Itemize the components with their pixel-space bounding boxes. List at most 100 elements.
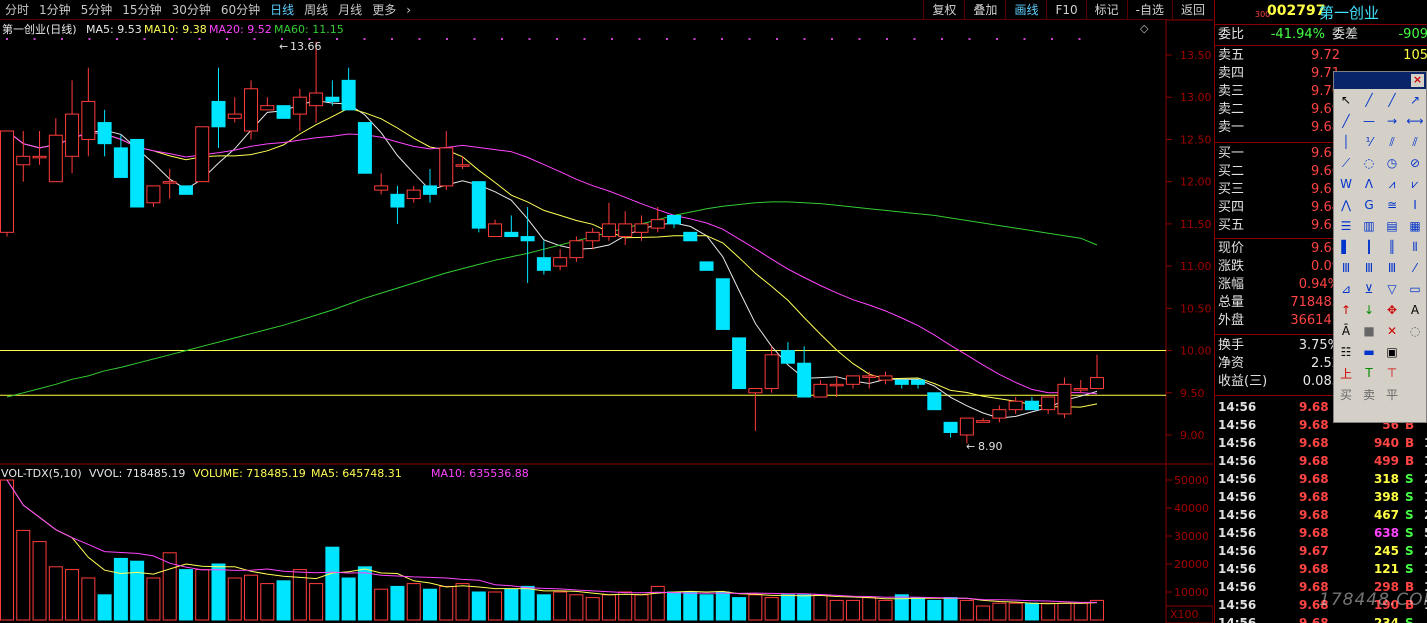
candle[interactable] bbox=[894, 379, 909, 385]
candle[interactable] bbox=[309, 92, 324, 107]
candle[interactable] bbox=[780, 350, 795, 364]
candle[interactable] bbox=[488, 223, 503, 238]
candle[interactable] bbox=[911, 379, 926, 385]
candle[interactable] bbox=[601, 223, 616, 238]
volume-bar[interactable] bbox=[48, 566, 63, 621]
save-icon[interactable]: ▬ bbox=[1363, 345, 1375, 359]
volume-bar[interactable] bbox=[97, 594, 112, 621]
candle[interactable] bbox=[1008, 400, 1023, 411]
candle[interactable] bbox=[748, 388, 763, 394]
volume-bar[interactable] bbox=[667, 591, 682, 621]
candle[interactable] bbox=[455, 164, 470, 167]
trade-tool-2[interactable]: 平 bbox=[1385, 387, 1398, 402]
bars3-icon[interactable]: ▦ bbox=[1409, 219, 1421, 233]
volume-bar[interactable] bbox=[699, 594, 714, 621]
volume-bar[interactable] bbox=[260, 583, 275, 621]
candle[interactable] bbox=[976, 420, 991, 423]
candle[interactable] bbox=[178, 185, 193, 195]
list-icon[interactable]: ☷ bbox=[1340, 345, 1352, 359]
volume-bar[interactable] bbox=[764, 597, 779, 621]
candle[interactable] bbox=[81, 100, 96, 140]
candle[interactable] bbox=[130, 138, 145, 208]
delete-icon[interactable]: ✕ bbox=[1386, 324, 1398, 338]
gann-icon[interactable]: ⟋ bbox=[1341, 155, 1351, 170]
volume-bar[interactable] bbox=[797, 594, 812, 621]
candle[interactable] bbox=[862, 375, 877, 378]
volume-bar[interactable] bbox=[309, 583, 324, 621]
volume-bar[interactable] bbox=[1057, 602, 1072, 621]
volume-bar[interactable] bbox=[439, 585, 454, 621]
candle[interactable] bbox=[146, 185, 161, 204]
lines3-icon[interactable]: Ⅲ bbox=[1387, 261, 1397, 275]
volume-bar[interactable] bbox=[845, 599, 860, 621]
candle[interactable] bbox=[829, 383, 844, 387]
fan-icon[interactable]: ⊿ bbox=[1340, 282, 1352, 296]
volume-bar[interactable] bbox=[553, 591, 568, 621]
candle[interactable] bbox=[162, 181, 177, 184]
volume-bar[interactable] bbox=[32, 541, 47, 621]
sheet-icon[interactable]: ▣ bbox=[1386, 345, 1398, 359]
volume-bar[interactable] bbox=[178, 569, 193, 621]
volume-bar[interactable] bbox=[1090, 599, 1104, 621]
volume-bar[interactable] bbox=[488, 591, 503, 621]
candle[interactable] bbox=[374, 185, 389, 191]
candle[interactable] bbox=[520, 236, 535, 242]
candle[interactable] bbox=[244, 88, 259, 132]
candle[interactable] bbox=[211, 100, 226, 128]
time-icon[interactable]: ┃ bbox=[1365, 240, 1373, 254]
hray-icon[interactable]: → bbox=[1386, 114, 1398, 128]
volume-bar[interactable] bbox=[601, 594, 616, 621]
gold3-icon[interactable]: Ⅰ bbox=[1413, 198, 1417, 212]
channel-icon[interactable]: ⫽ bbox=[1389, 134, 1395, 149]
period-tab-3[interactable]: 15分钟 bbox=[122, 2, 162, 17]
diamond-icon[interactable]: ◇ bbox=[1140, 22, 1149, 35]
tri2-icon[interactable]: ▽ bbox=[1387, 282, 1397, 296]
volume-bar[interactable] bbox=[455, 583, 470, 621]
tool-button-0[interactable]: 复权 bbox=[923, 0, 964, 20]
period-tab-5[interactable]: 60分钟 bbox=[220, 2, 261, 17]
volume-bar[interactable] bbox=[732, 597, 747, 621]
volume-bar[interactable] bbox=[390, 585, 405, 621]
volume-bar[interactable] bbox=[211, 563, 226, 621]
bars2-icon[interactable]: ▤ bbox=[1386, 219, 1398, 233]
trade-tool-0[interactable]: 买 bbox=[1339, 387, 1352, 402]
volume-bar[interactable] bbox=[943, 597, 958, 621]
vline-icon[interactable]: │ bbox=[1342, 135, 1350, 149]
volume-bar[interactable] bbox=[683, 591, 698, 621]
circle-icon[interactable]: ⊘ bbox=[1409, 156, 1421, 170]
cycle-icon[interactable]: ◷ bbox=[1386, 156, 1398, 170]
close-icon[interactable]: × bbox=[1411, 73, 1424, 87]
volume-bar[interactable] bbox=[357, 566, 372, 621]
hline-icon[interactable]: — bbox=[1363, 114, 1375, 128]
hide-icon[interactable]: ◌ bbox=[1409, 324, 1421, 338]
trend-channel-icon[interactable]: ⫽ bbox=[1412, 134, 1418, 149]
candle[interactable] bbox=[439, 147, 454, 187]
volume-bar[interactable] bbox=[959, 599, 974, 621]
candle[interactable] bbox=[553, 257, 568, 267]
candle[interactable] bbox=[276, 105, 291, 119]
candle[interactable] bbox=[959, 417, 974, 436]
candle[interactable] bbox=[732, 337, 747, 390]
candle[interactable] bbox=[16, 155, 31, 166]
candle[interactable] bbox=[341, 79, 356, 111]
buy-up-icon[interactable]: 上 bbox=[1339, 366, 1352, 381]
volume-bar[interactable] bbox=[1041, 602, 1056, 621]
candle[interactable] bbox=[1073, 388, 1088, 391]
text-icon[interactable]: A bbox=[1410, 303, 1420, 317]
tool-button-3[interactable]: F10 bbox=[1046, 0, 1085, 20]
candle[interactable] bbox=[48, 134, 63, 183]
volume-bar[interactable] bbox=[569, 594, 584, 621]
volume-bar[interactable] bbox=[422, 588, 437, 621]
arrow-line-icon[interactable]: ↗ bbox=[1409, 93, 1421, 107]
wave3-icon[interactable]: ⩘ bbox=[1388, 176, 1396, 191]
period-icon[interactable]: ║ bbox=[1388, 240, 1396, 254]
candle[interactable] bbox=[1024, 400, 1039, 411]
volume-bar[interactable] bbox=[618, 591, 633, 621]
volume-bar[interactable] bbox=[748, 594, 763, 621]
volume-bar[interactable] bbox=[650, 585, 665, 621]
candle[interactable] bbox=[715, 278, 730, 330]
volume-bar[interactable] bbox=[81, 577, 96, 621]
candle[interactable] bbox=[390, 193, 405, 208]
volume-bar[interactable] bbox=[113, 557, 128, 621]
cursor-icon[interactable]: ↖ bbox=[1340, 93, 1352, 107]
